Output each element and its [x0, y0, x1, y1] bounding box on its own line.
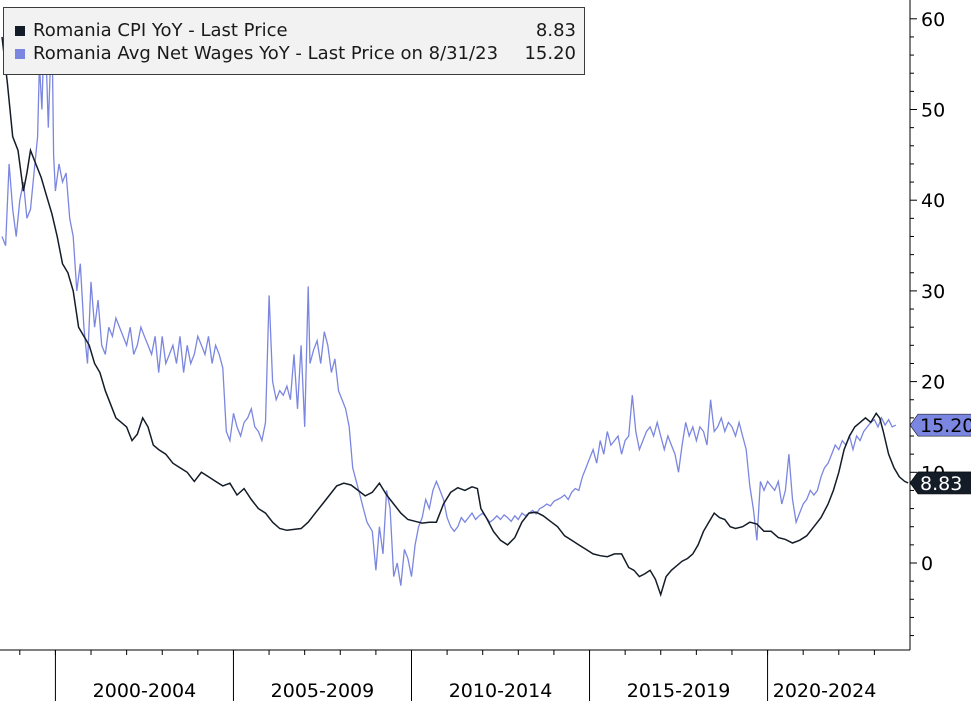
legend-label-cpi: Romania CPI YoY - Last Price	[33, 20, 288, 41]
legend: Romania CPI YoY - Last Price 8.83 Romani…	[3, 7, 585, 75]
legend-swatch-wages	[15, 49, 25, 59]
y-tick-label: 40	[921, 190, 945, 212]
end-label-wages-text: 15.20	[920, 415, 971, 437]
end-label-cpi-text: 8.83	[920, 473, 962, 495]
legend-value-cpi: 8.83	[535, 20, 576, 41]
x-tick-label: 2010-2014	[449, 680, 553, 701]
series-line-cpi	[1, 36, 909, 598]
end-labels: 15.20 8.83	[909, 413, 971, 495]
y-tick-label: 30	[921, 281, 945, 303]
axes: 60504030201002000-20042005-20092010-2014…	[0, 0, 945, 701]
series-line-wages	[1, 9, 897, 586]
legend-value-wages: 15.20	[524, 43, 576, 64]
legend-entry-wages: Romania Avg Net Wages YoY - Last Price o…	[14, 42, 576, 66]
y-tick-label: 60	[921, 9, 945, 31]
x-tick-label: 2015-2019	[627, 680, 731, 701]
legend-label-wages: Romania Avg Net Wages YoY - Last Price o…	[33, 43, 499, 64]
y-tick-label: 0	[921, 553, 933, 575]
x-tick-label: 2020-2024	[773, 680, 877, 701]
end-label-wages: 15.20	[909, 413, 971, 437]
y-tick-label: 20	[921, 372, 945, 394]
legend-entry-cpi: Romania CPI YoY - Last Price 8.83	[14, 19, 576, 43]
x-tick-label: 2005-2009	[271, 680, 375, 701]
x-tick-label: 2000-2004	[93, 680, 197, 701]
y-tick-label: 50	[921, 100, 945, 122]
legend-swatch-cpi	[15, 26, 25, 36]
end-label-cpi: 8.83	[909, 471, 971, 495]
